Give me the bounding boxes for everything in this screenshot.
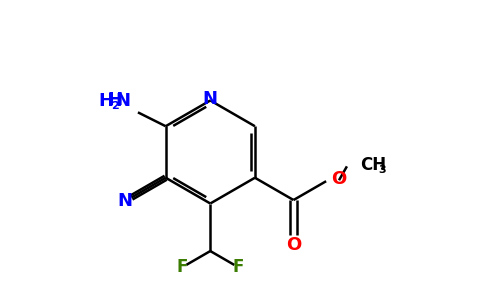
Text: 2: 2	[111, 101, 119, 111]
Text: O: O	[286, 236, 301, 253]
Text: H: H	[107, 92, 122, 110]
Text: F: F	[233, 258, 244, 276]
Text: F: F	[177, 258, 188, 276]
Text: N: N	[116, 92, 131, 110]
Text: H: H	[107, 92, 122, 110]
Text: H: H	[99, 92, 114, 110]
Text: N: N	[118, 192, 133, 210]
Text: N: N	[203, 91, 218, 109]
Text: O: O	[331, 170, 347, 188]
Text: CH: CH	[360, 156, 386, 174]
Text: 3: 3	[378, 165, 386, 175]
